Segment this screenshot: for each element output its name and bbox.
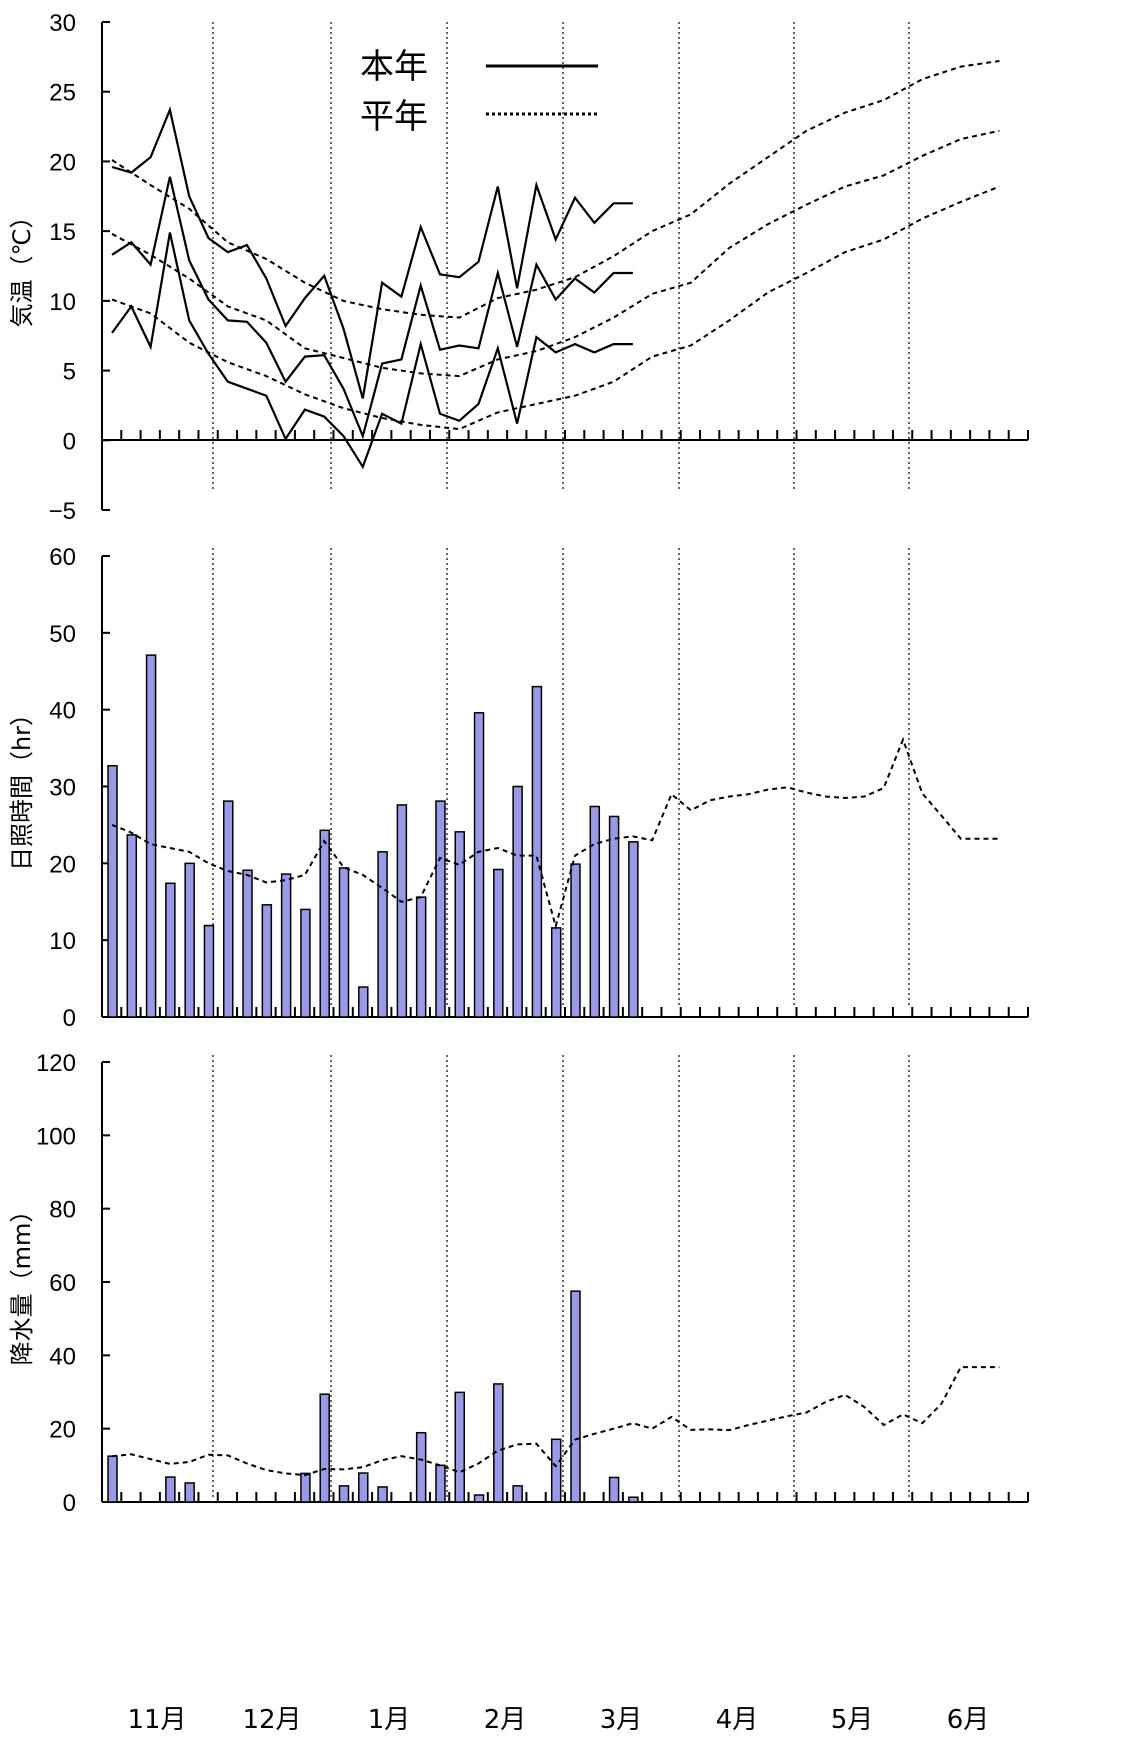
bar: [319, 829, 330, 1018]
y-tick-label: −5: [49, 498, 76, 525]
y-tick-label: 30: [49, 10, 76, 37]
bar: [165, 1476, 176, 1503]
y-tick-label: 15: [49, 219, 76, 246]
bar: [145, 654, 157, 1018]
bar: [550, 927, 562, 1018]
month-label: 11月: [127, 1705, 186, 1735]
month-label: 5月: [831, 1705, 874, 1735]
bar: [358, 1472, 369, 1503]
y-tick-label: 10: [49, 928, 76, 955]
bar: [338, 867, 350, 1018]
bar: [107, 1455, 118, 1503]
y-tick-label: 50: [49, 621, 76, 648]
bar: [512, 785, 523, 1018]
month-label: 3月: [600, 1705, 643, 1735]
y-tick-label: 5: [63, 359, 76, 386]
month-label: 6月: [947, 1705, 990, 1735]
y-tick-label: 10: [49, 289, 76, 316]
bar: [280, 873, 292, 1018]
bar: [628, 841, 639, 1018]
series-line-normal: [111, 129, 1000, 378]
y-tick-label: 40: [49, 698, 76, 725]
bar: [319, 1393, 330, 1503]
bar: [435, 1464, 446, 1503]
bar: [473, 711, 485, 1018]
bar: [358, 986, 369, 1018]
bar: [261, 904, 273, 1018]
y-tick-label: 100: [36, 1123, 76, 1150]
month-label: 2月: [484, 1705, 527, 1735]
y-tick-label: 20: [49, 149, 76, 176]
y-axis-title: 日照時間（hr）: [8, 702, 36, 871]
bar: [165, 882, 176, 1018]
y-tick-label: 0: [63, 1490, 76, 1517]
legend-label-normal: 平年: [360, 97, 428, 137]
series-line-normal: [111, 1366, 1000, 1477]
bar: [473, 1494, 485, 1503]
bar: [300, 1472, 311, 1503]
month-label: 1月: [368, 1705, 411, 1735]
bar: [242, 869, 253, 1018]
y-tick-label: 0: [63, 428, 76, 455]
temperature-panel: −5 0 5 10 15 20 25 30 気温（℃）: [8, 10, 1029, 525]
month-axis: 11月 12月 1月 2月 3月 4月 5月 6月: [127, 1705, 989, 1735]
series-line-this-year: [111, 176, 633, 440]
bar: [107, 765, 118, 1018]
bar: [570, 1290, 581, 1503]
bar: [223, 800, 234, 1018]
series-line-normal: [111, 60, 1000, 319]
y-tick-label: 80: [49, 1197, 76, 1224]
y-axis-title: 気温（℃）: [8, 205, 36, 328]
series-line-this-year: [111, 106, 633, 399]
y-tick-label: 60: [49, 1270, 76, 1297]
bar: [493, 868, 504, 1018]
series-line-normal: [111, 736, 1000, 931]
bar: [396, 804, 408, 1018]
y-tick-label: 120: [36, 1050, 76, 1077]
series-line-normal: [111, 185, 1000, 431]
bar: [454, 1391, 465, 1503]
bar: [300, 908, 311, 1018]
month-label: 12月: [242, 1705, 301, 1735]
y-tick-label: 25: [49, 80, 76, 107]
bar: [589, 805, 601, 1018]
bar: [628, 1496, 639, 1503]
bar: [512, 1485, 523, 1503]
bar: [608, 1476, 620, 1503]
y-tick-label: 30: [49, 775, 76, 802]
bar: [377, 851, 388, 1018]
y-tick-label: 40: [49, 1343, 76, 1370]
bar: [415, 896, 427, 1018]
bar: [454, 831, 465, 1018]
bar: [608, 815, 620, 1018]
bar: [203, 924, 215, 1018]
bar: [184, 1482, 195, 1503]
y-tick-label: 0: [63, 1005, 76, 1032]
bar: [184, 862, 195, 1018]
bar: [531, 685, 543, 1018]
bar: [550, 1438, 562, 1503]
legend: 本年 平年: [360, 47, 598, 137]
bar: [435, 800, 446, 1018]
bar: [338, 1485, 350, 1503]
sunshine-panel: 0 10 20 30 40 50 60 日照時間（hr）: [8, 544, 1029, 1032]
y-tick-label: 20: [49, 1417, 76, 1444]
y-tick-label: 20: [49, 851, 76, 878]
y-tick-label: 60: [49, 544, 76, 571]
series-line-this-year: [111, 232, 633, 470]
bar: [126, 834, 138, 1018]
y-axis-title: 降水量（mm）: [8, 1199, 36, 1366]
legend-label-this-year: 本年: [360, 47, 428, 87]
bar: [415, 1431, 427, 1503]
precipitation-panel: 0 20 40 60 80 100 120 降水量（mm）: [8, 1050, 1029, 1517]
bar: [493, 1383, 504, 1503]
month-label: 4月: [716, 1705, 759, 1735]
bar: [570, 863, 581, 1018]
bar: [377, 1486, 388, 1503]
